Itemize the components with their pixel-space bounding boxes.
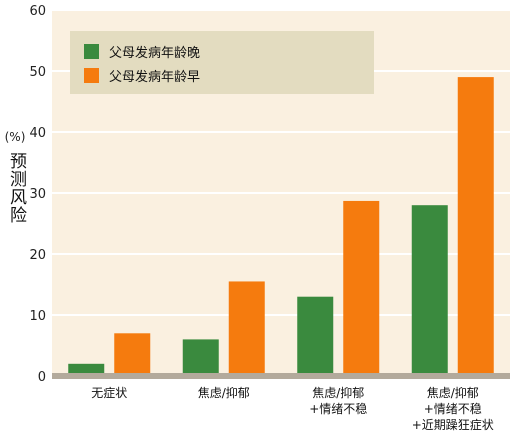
- x-category-line: 无症状: [91, 386, 128, 400]
- y-tick-labels: 0 10 20 30 40 50 60: [29, 4, 46, 385]
- x-category-line: +情绪不稳: [309, 402, 368, 416]
- legend-item-early-onset: 父母发病年龄早: [84, 66, 201, 85]
- bar-late-onset-2: [297, 296, 334, 376]
- x-category-label-3: 焦虑/抑郁 +情绪不稳 +近期躁狂症状: [398, 385, 508, 433]
- gridlines: [52, 9, 510, 316]
- legend-item-late-onset: 父母发病年龄晚: [84, 42, 201, 61]
- bars: [68, 77, 494, 376]
- legend-label-early-onset: 父母发病年龄早: [109, 69, 201, 85]
- legend-label-late-onset: 父母发病年龄晚: [109, 45, 201, 61]
- legend: 父母发病年龄晚 父母发病年龄早: [70, 31, 374, 94]
- y-tick-label: 0: [38, 370, 46, 385]
- y-axis-title: 预测风险: [6, 152, 26, 224]
- x-category-line: 焦虑/抑郁: [197, 386, 250, 400]
- x-category-line: +情绪不稳: [423, 402, 482, 416]
- y-tick-label: 60: [29, 4, 46, 19]
- bar-early-onset-1: [228, 281, 265, 376]
- y-tick-label: 20: [29, 248, 46, 263]
- bar-late-onset-1: [182, 339, 219, 376]
- x-category-line: 焦虑/抑郁: [426, 386, 479, 400]
- y-tick-label: 40: [29, 126, 46, 141]
- y-tick-label: 10: [29, 309, 46, 324]
- legend-swatch-early-onset: [84, 67, 99, 83]
- x-axis-baseline: [52, 373, 510, 379]
- x-category-label-0: 无症状: [54, 385, 164, 401]
- y-axis-label: (%) 预测风险: [4, 130, 26, 224]
- bar-early-onset-2: [343, 200, 380, 376]
- bar-early-onset-3: [457, 77, 494, 376]
- bar-late-onset-3: [411, 205, 448, 376]
- bar-early-onset-0: [114, 333, 151, 376]
- y-tick-label: 50: [29, 65, 46, 80]
- x-category-label-1: 焦虑/抑郁: [169, 385, 279, 401]
- y-axis-unit: (%): [4, 130, 26, 144]
- legend-swatch-late-onset: [84, 43, 99, 59]
- x-category-line: 焦虑/抑郁: [312, 386, 365, 400]
- x-category-line: +近期躁狂症状: [411, 418, 494, 432]
- bar-late-onset-0: [68, 363, 105, 376]
- y-tick-label: 30: [29, 187, 46, 202]
- x-category-label-2: 焦虑/抑郁 +情绪不稳: [283, 385, 393, 417]
